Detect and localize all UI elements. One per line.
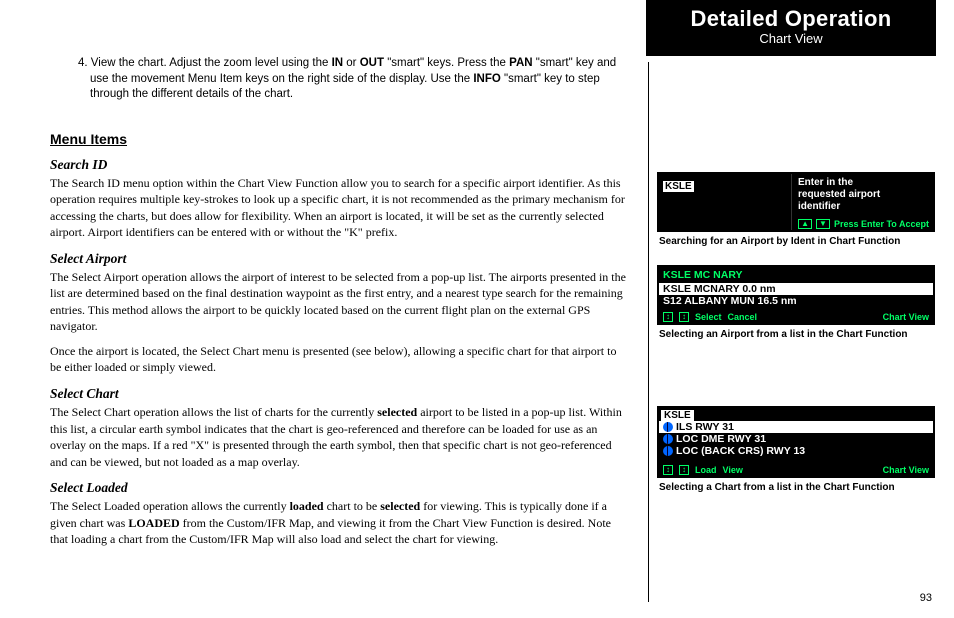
- figure-search-ident: KSLE Enter in the requested airport iden…: [657, 172, 935, 232]
- fig2-row2: S12 ALBANY MUN 16.5 nm: [659, 295, 933, 307]
- key-in: IN: [332, 57, 344, 69]
- fig2-cancel-btn: Cancel: [728, 312, 758, 322]
- sl-mid: chart to be: [324, 499, 381, 513]
- fig1-footer: ▲ ▼ Press Enter To Accept: [794, 218, 933, 230]
- fig3-view-btn: View: [723, 465, 743, 475]
- fig2-row1: KSLE MCNARY 0.0 nm: [659, 283, 933, 295]
- arrow-up-icon: ↕: [663, 465, 673, 475]
- fig3-footer: ↕ ↕ Load View Chart View: [659, 464, 933, 476]
- fig2-footer: ↕ ↕ Select Cancel Chart View: [659, 311, 933, 323]
- spacer: [657, 358, 938, 406]
- sl-pre: The Select Loaded operation allows the c…: [50, 499, 290, 513]
- fig1-msg-l2: requested airport: [798, 189, 927, 201]
- sl-b1: loaded: [290, 499, 324, 513]
- select-loaded-heading: Select Loaded: [50, 480, 630, 496]
- fig3-chart-view-label: Chart View: [883, 465, 929, 475]
- step-pre: View the chart. Adjust the zoom level us…: [91, 57, 332, 69]
- arrow-up-icon: ↕: [663, 312, 673, 322]
- fig1-msg-l1: Enter in the: [798, 177, 927, 189]
- header-title: Detailed Operation: [646, 6, 936, 32]
- select-airport-body1: The Select Airport operation allows the …: [50, 269, 630, 335]
- key-out: OUT: [360, 57, 384, 69]
- fig3-caption: Selecting a Chart from a list in the Cha…: [657, 482, 938, 493]
- fig2-caption: Selecting an Airport from a list in the …: [657, 329, 938, 340]
- fig1-msg-l3: identifier: [798, 201, 927, 213]
- fig3-row2: LOC DME RWY 31: [659, 433, 933, 445]
- select-chart-body: The Select Chart operation allows the li…: [50, 404, 630, 470]
- fig1-airport-id: KSLE: [663, 181, 694, 192]
- step-mid2: "smart" keys. Press the: [384, 57, 509, 69]
- main-column: 4. View the chart. Adjust the zoom level…: [50, 56, 630, 556]
- fig3-row1-text: ILS RWY 31: [676, 421, 734, 433]
- menu-items-heading: Menu Items: [50, 131, 630, 147]
- search-id-body: The Search ID menu option within the Cha…: [50, 175, 630, 241]
- sl-b2: selected: [380, 499, 420, 513]
- fig3-row3-text: LOC (BACK CRS) RWY 13: [676, 445, 805, 457]
- arrow-down-icon: ↕: [679, 465, 689, 475]
- fig3-row1: ILS RWY 31: [659, 421, 933, 433]
- fig3-row3: LOC (BACK CRS) RWY 13: [659, 445, 933, 457]
- fig1-caption: Searching for an Airport by Ident in Cha…: [657, 236, 938, 247]
- header-subtitle: Chart View: [646, 31, 936, 46]
- key-pan: PAN: [509, 57, 532, 69]
- geo-reference-icon: [663, 434, 673, 444]
- geo-reference-icon: [663, 446, 673, 456]
- right-column: KSLE Enter in the requested airport iden…: [648, 62, 938, 602]
- arrow-down-icon: ↕: [679, 312, 689, 322]
- select-loaded-body: The Select Loaded operation allows the c…: [50, 498, 630, 548]
- key-info: INFO: [473, 73, 500, 85]
- step-num: 4.: [78, 57, 88, 69]
- fig3-row2-text: LOC DME RWY 31: [676, 433, 766, 445]
- arrow-up-icon: ▲: [798, 219, 812, 229]
- sc-pre: The Select Chart operation allows the li…: [50, 405, 377, 419]
- step-mid1: or: [343, 57, 360, 69]
- select-airport-heading: Select Airport: [50, 251, 630, 267]
- sl-b3: LOADED: [128, 516, 179, 530]
- figure-select-airport: KSLE MC NARY KSLE MCNARY 0.0 nm S12 ALBA…: [657, 265, 935, 325]
- search-id-heading: Search ID: [50, 157, 630, 173]
- fig3-load-btn: Load: [695, 465, 717, 475]
- fig2-chart-view-label: Chart View: [883, 312, 929, 322]
- header-box: Detailed Operation Chart View: [646, 0, 936, 56]
- figure-group: KSLE Enter in the requested airport iden…: [657, 172, 938, 493]
- geo-reference-icon: [663, 422, 673, 432]
- step-4-text: 4. View the chart. Adjust the zoom level…: [50, 56, 630, 103]
- figure-select-chart: KSLE ILS RWY 31 LOC DME RWY 31 LOC (BACK…: [657, 406, 935, 478]
- fig2-title: KSLE MC NARY: [659, 267, 933, 283]
- fig3-airport-id: KSLE: [661, 410, 694, 421]
- select-airport-body2: Once the airport is located, the Select …: [50, 343, 630, 376]
- select-chart-heading: Select Chart: [50, 386, 630, 402]
- fig2-select-btn: Select: [695, 312, 722, 322]
- fig1-footer-label: Press Enter To Accept: [834, 219, 929, 229]
- page-number: 93: [920, 592, 932, 604]
- fig1-left-panel: KSLE: [659, 174, 791, 230]
- sc-b1: selected: [377, 405, 417, 419]
- arrow-down-icon: ▼: [816, 219, 830, 229]
